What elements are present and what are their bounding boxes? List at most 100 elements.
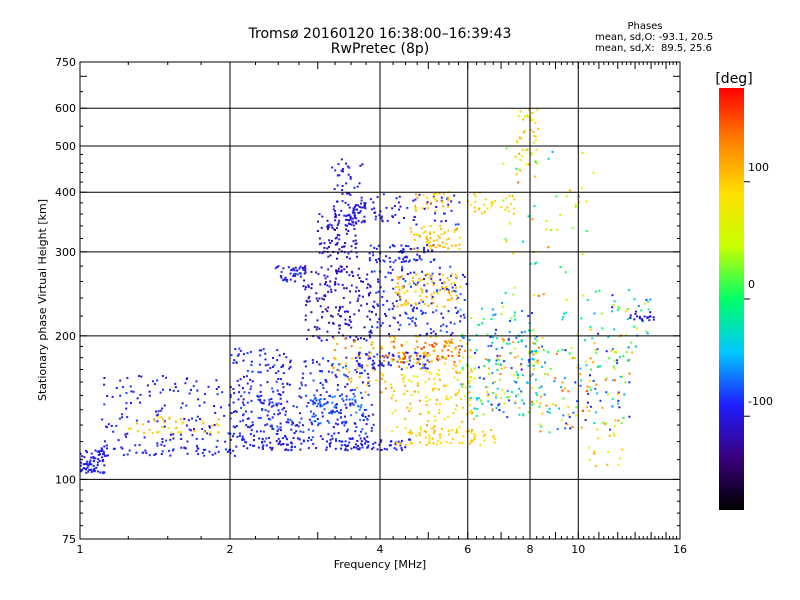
- data-point: [346, 428, 349, 431]
- data-point: [314, 414, 317, 417]
- data-point: [266, 414, 269, 417]
- data-point: [349, 193, 352, 196]
- data-point: [361, 372, 363, 374]
- data-point: [312, 403, 315, 406]
- data-point: [320, 242, 323, 245]
- data-point: [446, 238, 448, 241]
- data-point: [580, 187, 583, 190]
- data-point: [354, 369, 357, 371]
- data-point: [638, 315, 641, 318]
- data-point: [365, 408, 368, 411]
- data-point: [518, 387, 521, 390]
- data-point: [398, 288, 401, 291]
- data-point: [193, 428, 195, 431]
- data-point: [405, 299, 408, 302]
- data-point: [368, 355, 371, 358]
- data-point: [458, 201, 461, 204]
- data-point: [433, 378, 436, 380]
- data-point: [199, 418, 201, 420]
- data-point: [336, 423, 339, 426]
- data-point: [371, 341, 374, 344]
- data-point: [201, 451, 204, 454]
- data-point: [389, 440, 392, 443]
- data-point: [357, 204, 360, 207]
- data-point: [631, 351, 634, 354]
- data-point: [462, 313, 465, 316]
- data-point: [325, 448, 328, 451]
- data-point: [284, 435, 286, 437]
- data-point: [443, 212, 446, 215]
- data-point: [447, 354, 450, 357]
- data-point: [415, 317, 418, 320]
- data-point: [412, 276, 414, 279]
- data-point: [214, 452, 217, 455]
- data-point: [397, 201, 400, 204]
- data-point: [448, 299, 451, 302]
- data-point: [442, 323, 445, 326]
- data-point: [332, 411, 335, 414]
- data-point: [490, 318, 493, 321]
- data-point: [454, 284, 457, 287]
- data-point: [622, 355, 625, 357]
- data-point: [338, 238, 341, 241]
- data-point: [249, 378, 252, 381]
- data-point: [293, 269, 296, 272]
- data-point: [342, 366, 345, 369]
- data-point: [581, 409, 584, 412]
- data-point: [534, 342, 537, 345]
- data-point: [355, 222, 358, 225]
- data-point: [521, 155, 524, 158]
- data-point: [343, 424, 346, 427]
- data-point: [419, 299, 422, 302]
- data-point: [182, 421, 185, 424]
- data-point: [272, 404, 275, 407]
- data-point: [527, 364, 530, 367]
- data-point: [169, 438, 172, 441]
- data-point: [260, 349, 262, 352]
- data-point: [532, 342, 535, 345]
- data-point: [354, 221, 357, 224]
- data-point: [344, 440, 347, 443]
- data-point: [331, 401, 334, 404]
- data-point: [156, 413, 159, 416]
- data-point: [384, 380, 387, 383]
- data-point: [391, 215, 394, 218]
- data-point: [481, 212, 484, 215]
- data-point: [253, 434, 255, 437]
- data-point: [597, 332, 600, 335]
- data-point: [307, 428, 310, 431]
- data-point: [354, 234, 357, 237]
- data-point: [447, 288, 450, 291]
- data-point: [215, 422, 218, 425]
- data-point: [425, 289, 428, 292]
- data-point: [247, 417, 250, 420]
- data-point: [432, 259, 435, 262]
- data-point: [330, 265, 333, 268]
- data-point: [405, 366, 408, 369]
- data-point: [246, 401, 249, 404]
- data-point: [597, 365, 600, 368]
- data-point: [529, 351, 532, 354]
- data-point: [510, 391, 513, 394]
- data-point: [313, 394, 316, 397]
- data-point: [468, 339, 471, 341]
- data-point: [246, 370, 249, 372]
- data-point: [315, 297, 318, 300]
- data-point: [369, 291, 372, 294]
- data-point: [366, 372, 369, 375]
- data-point: [447, 229, 450, 232]
- data-point: [470, 368, 473, 371]
- data-point: [224, 440, 227, 443]
- data-point: [163, 425, 166, 428]
- data-point: [356, 448, 359, 451]
- data-point: [415, 434, 418, 437]
- data-point: [412, 375, 415, 378]
- data-point: [350, 345, 353, 348]
- data-point: [389, 260, 392, 263]
- data-point: [590, 389, 592, 391]
- data-point: [591, 337, 594, 340]
- data-point: [617, 463, 620, 466]
- data-point: [508, 342, 511, 345]
- data-point: [246, 382, 249, 385]
- data-point: [393, 447, 396, 450]
